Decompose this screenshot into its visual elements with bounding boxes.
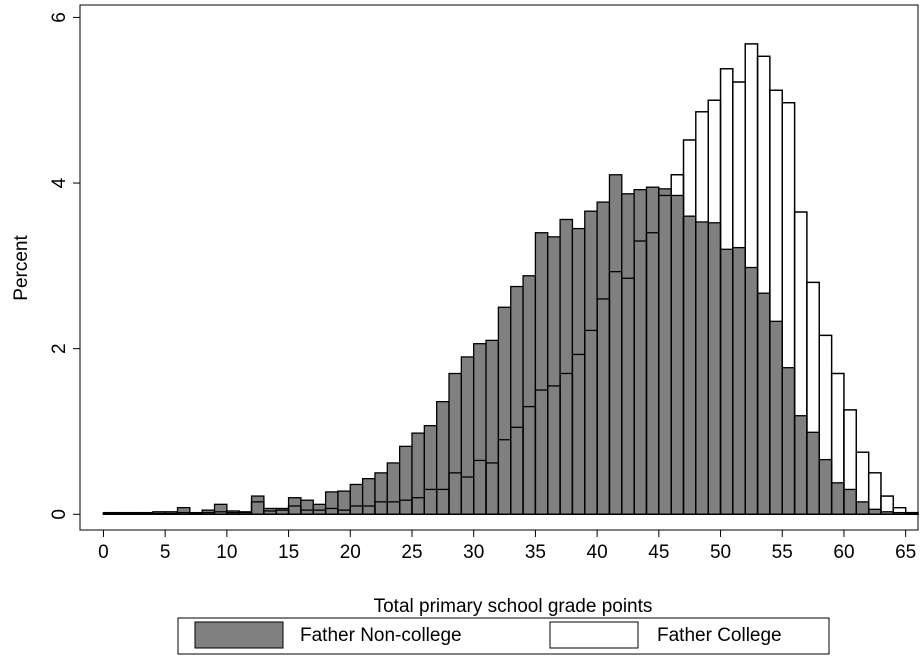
bar-outline (880, 495, 894, 515)
bar (645, 186, 660, 515)
bar (250, 495, 265, 515)
bar (596, 201, 611, 515)
bar (275, 507, 290, 515)
x-tick-label: 30 (463, 542, 484, 563)
bar (485, 339, 500, 515)
bar (510, 285, 524, 515)
x-tick-label: 0 (98, 542, 109, 563)
bar (559, 218, 574, 515)
bar (213, 503, 228, 515)
legend-label: Father College (657, 625, 782, 646)
bar (719, 248, 734, 515)
x-tick-label: 15 (278, 542, 299, 563)
bar (547, 236, 561, 515)
bar (867, 472, 882, 515)
x-tick-label: 60 (833, 542, 854, 563)
bar (867, 508, 882, 515)
bar (324, 491, 339, 515)
bar (781, 367, 796, 515)
bar (608, 174, 623, 515)
legend-swatch (194, 621, 284, 649)
bar (423, 425, 438, 515)
y-tick-label: 6 (49, 12, 70, 23)
bar (756, 292, 771, 515)
bar-outline (115, 512, 129, 515)
x-tick-label: 65 (895, 542, 916, 563)
bar-outline (189, 512, 203, 515)
x-tick-label: 20 (340, 542, 361, 563)
legend (177, 617, 830, 655)
bar (534, 232, 549, 515)
y-axis-title: Percent (11, 235, 32, 301)
bar (312, 503, 327, 515)
bar (621, 193, 635, 515)
bar (806, 431, 820, 515)
bar (436, 400, 450, 515)
bar-outline (127, 512, 142, 515)
bar (633, 189, 648, 515)
bar-outline (867, 472, 882, 515)
x-tick-label: 50 (710, 542, 731, 563)
bar (584, 210, 598, 515)
bar-outline (892, 506, 907, 515)
bar-outline (152, 512, 166, 515)
bar (460, 356, 475, 515)
y-tick-label: 0 (49, 509, 70, 520)
bar-outline (164, 512, 179, 515)
bar (744, 266, 759, 515)
x-axis-title: Total primary school grade points (374, 596, 653, 617)
bar (818, 458, 833, 515)
y-tick-label: 4 (49, 177, 70, 188)
bar (398, 445, 413, 515)
x-tick-label: 45 (648, 542, 669, 563)
bar (830, 482, 845, 515)
bar (670, 194, 685, 515)
bar-outline (250, 501, 265, 515)
x-tick-label: 40 (587, 542, 608, 563)
legend-label: Father Non-college (300, 625, 462, 646)
bar (793, 415, 808, 515)
legend-swatch (549, 621, 639, 649)
bar (361, 478, 376, 515)
bar (769, 320, 783, 515)
bar (695, 221, 709, 515)
bar (374, 472, 388, 515)
bar (473, 343, 487, 515)
bar (349, 483, 364, 515)
x-tick-label: 35 (525, 542, 546, 563)
x-tick-label: 5 (160, 542, 171, 563)
bar-outline (139, 512, 154, 515)
bar (843, 488, 857, 515)
x-tick-label: 55 (772, 542, 793, 563)
bar (707, 222, 722, 515)
bar-outline (102, 512, 117, 515)
bar-outline (905, 511, 919, 515)
bar (571, 227, 586, 515)
bar (732, 246, 746, 515)
bar (411, 432, 425, 515)
x-tick-label: 10 (216, 542, 237, 563)
bar (448, 372, 463, 515)
bar (497, 306, 512, 515)
bar (300, 499, 314, 515)
bar (386, 462, 401, 515)
bar (682, 215, 697, 515)
bar (658, 188, 672, 515)
bar (855, 501, 870, 515)
x-tick-label: 25 (401, 542, 422, 563)
bar (176, 506, 191, 515)
y-tick-label: 2 (49, 343, 70, 354)
bar (337, 490, 351, 515)
bar (522, 275, 537, 515)
